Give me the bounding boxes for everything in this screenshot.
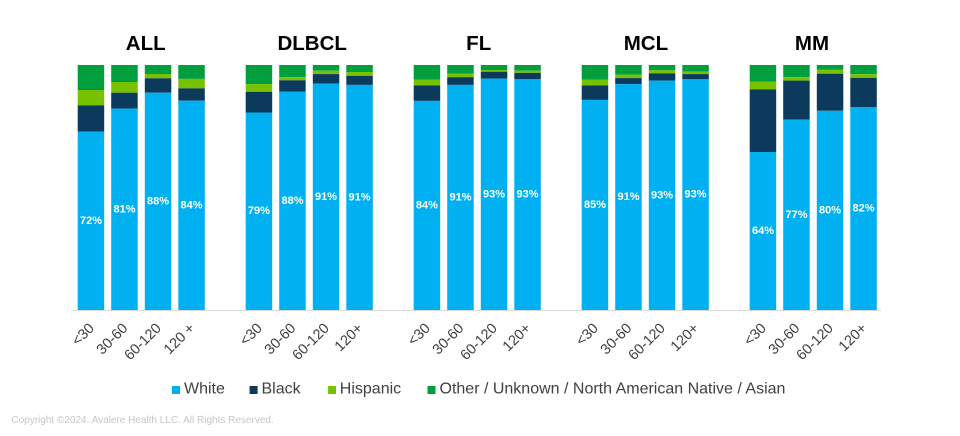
svg-text:FL: FL [466,32,491,55]
svg-text:93%: 93% [651,189,673,201]
svg-text:64%: 64% [752,225,774,237]
svg-text:80%: 80% [819,204,841,216]
svg-text:DLBCL: DLBCL [277,32,346,55]
svg-text:Black: Black [262,380,302,397]
svg-text:88%: 88% [281,195,303,207]
svg-text:Copyright ©2024. Avalere Healt: Copyright ©2024. Avalere Health LLC. All… [11,415,273,426]
svg-text:91%: 91% [449,191,471,203]
svg-text:91%: 91% [348,191,370,203]
svg-text:93%: 93% [483,188,505,200]
svg-text:ALL: ALL [126,32,166,55]
svg-text:79%: 79% [248,205,270,217]
svg-text:72%: 72% [80,215,102,227]
svg-text:81%: 81% [113,203,135,215]
svg-text:MCL: MCL [624,32,668,55]
svg-text:84%: 84% [416,199,438,211]
svg-text:84%: 84% [180,199,202,211]
svg-text:91%: 91% [617,191,639,203]
svg-text:85%: 85% [584,199,606,211]
svg-text:91%: 91% [315,191,337,203]
svg-text:77%: 77% [785,209,807,221]
svg-text:White: White [184,380,225,397]
svg-text:88%: 88% [147,195,169,207]
svg-text:82%: 82% [852,203,874,215]
svg-text:93%: 93% [516,189,538,201]
svg-text:93%: 93% [684,189,706,201]
svg-text:Other / Unknown / North Americ: Other / Unknown / North American Native … [440,380,786,397]
svg-text:MM: MM [795,32,829,55]
svg-text:Hispanic: Hispanic [340,380,401,397]
